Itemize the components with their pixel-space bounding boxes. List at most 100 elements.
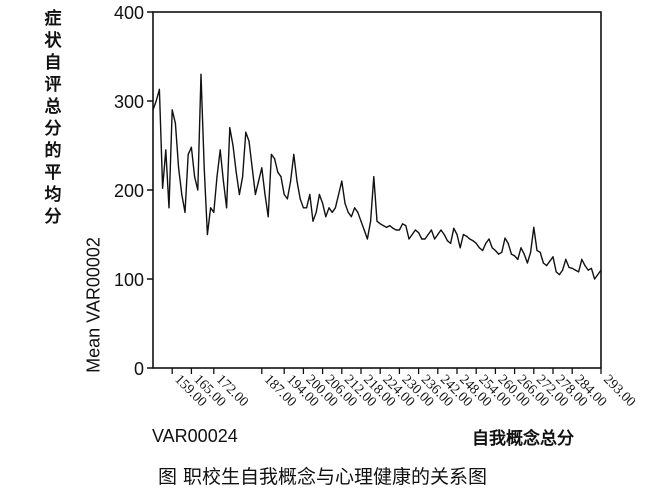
data-point: [242, 176, 244, 178]
data-point: [424, 238, 426, 240]
data-point: [482, 249, 484, 252]
data-point: [600, 269, 602, 271]
data-point: [421, 238, 423, 240]
data-point: [469, 238, 471, 240]
data-point: [309, 193, 311, 196]
y-axis: 0 100 200 300 400: [114, 3, 153, 379]
data-point: [533, 226, 535, 228]
data-point: [261, 167, 263, 169]
data-point: [517, 258, 519, 260]
x-tick-label: 293.00: [600, 372, 638, 410]
y-axis-title-text: Mean VAR00002: [83, 237, 104, 373]
figure-caption: 图 职校生自我概念与心理健康的关系图: [157, 466, 488, 488]
data-point: [434, 238, 436, 240]
data-point: [219, 149, 221, 151]
data-point: [414, 229, 416, 231]
data-point: [389, 225, 391, 227]
data-point: [341, 180, 343, 182]
y-axis-title-chinese: 症状自评总分的平均分: [44, 9, 62, 227]
data-point: [216, 176, 218, 178]
data-point: [203, 167, 205, 169]
data-point: [197, 189, 199, 191]
data-point: [581, 258, 583, 260]
data-point: [158, 88, 160, 90]
data-point: [357, 211, 359, 213]
data-point: [584, 265, 586, 267]
data-point: [200, 73, 202, 75]
data-point: [302, 207, 304, 209]
data-point: [286, 198, 288, 200]
data-point: [283, 193, 285, 196]
data-point: [491, 247, 493, 249]
data-point: [542, 262, 545, 264]
data-point: [347, 211, 349, 213]
y-tick-label: 100: [114, 270, 144, 290]
data-point: [376, 220, 378, 222]
data-point: [296, 180, 298, 182]
data-point: [293, 153, 295, 155]
data-point: [488, 238, 490, 240]
data-point: [462, 233, 464, 236]
data-point: [565, 258, 567, 260]
data-point: [379, 223, 381, 225]
data-point: [178, 167, 180, 169]
data-point: [430, 229, 432, 231]
data-point: [443, 233, 445, 236]
data-point: [350, 216, 352, 218]
data-point: [555, 271, 557, 273]
data-point: [562, 269, 564, 271]
data-point: [370, 220, 372, 222]
data-point: [523, 253, 525, 255]
data-point: [264, 193, 266, 196]
data-point: [258, 180, 260, 182]
data-point: [459, 247, 461, 249]
data-point: [190, 146, 192, 148]
series-line: [152, 73, 602, 280]
data-point: [446, 240, 448, 242]
data-point: [354, 207, 356, 209]
data-point: [254, 193, 256, 196]
data-point: [501, 251, 503, 253]
data-point: [360, 220, 362, 222]
y-tick-label: 400: [114, 3, 144, 23]
data-point: [280, 176, 282, 178]
data-point: [373, 176, 375, 178]
data-point: [539, 251, 541, 253]
data-point: [168, 207, 170, 209]
data-point: [251, 167, 253, 169]
data-point: [274, 158, 276, 160]
data-point: [510, 253, 512, 255]
data-point: [248, 140, 250, 142]
data-point: [453, 227, 455, 229]
data-point: [270, 153, 272, 155]
data-point: [478, 247, 480, 249]
data-point: [514, 255, 516, 257]
data-point: [338, 193, 340, 196]
data-point: [238, 193, 240, 196]
data-point: [210, 207, 212, 209]
data-point: [299, 198, 301, 200]
data-point: [162, 187, 164, 189]
data-points: [152, 73, 602, 280]
data-point: [277, 171, 279, 173]
data-point: [363, 229, 365, 231]
data-point: [226, 207, 228, 209]
data-point: [597, 274, 599, 276]
data-point: [450, 242, 452, 244]
data-point: [456, 233, 458, 236]
data-point: [290, 180, 292, 182]
data-point: [494, 249, 496, 252]
data-point: [382, 225, 384, 227]
data-point: [549, 260, 551, 262]
data-point: [558, 274, 561, 276]
data-point: [318, 193, 320, 196]
data-point: [194, 176, 196, 178]
data-point: [546, 265, 548, 267]
data-point: [472, 240, 474, 242]
data-point: [213, 211, 215, 213]
data-point: [530, 251, 532, 253]
x-axis-title-chinese: 自我概念总分: [472, 429, 574, 449]
data-point: [206, 233, 208, 236]
data-point: [155, 100, 157, 102]
